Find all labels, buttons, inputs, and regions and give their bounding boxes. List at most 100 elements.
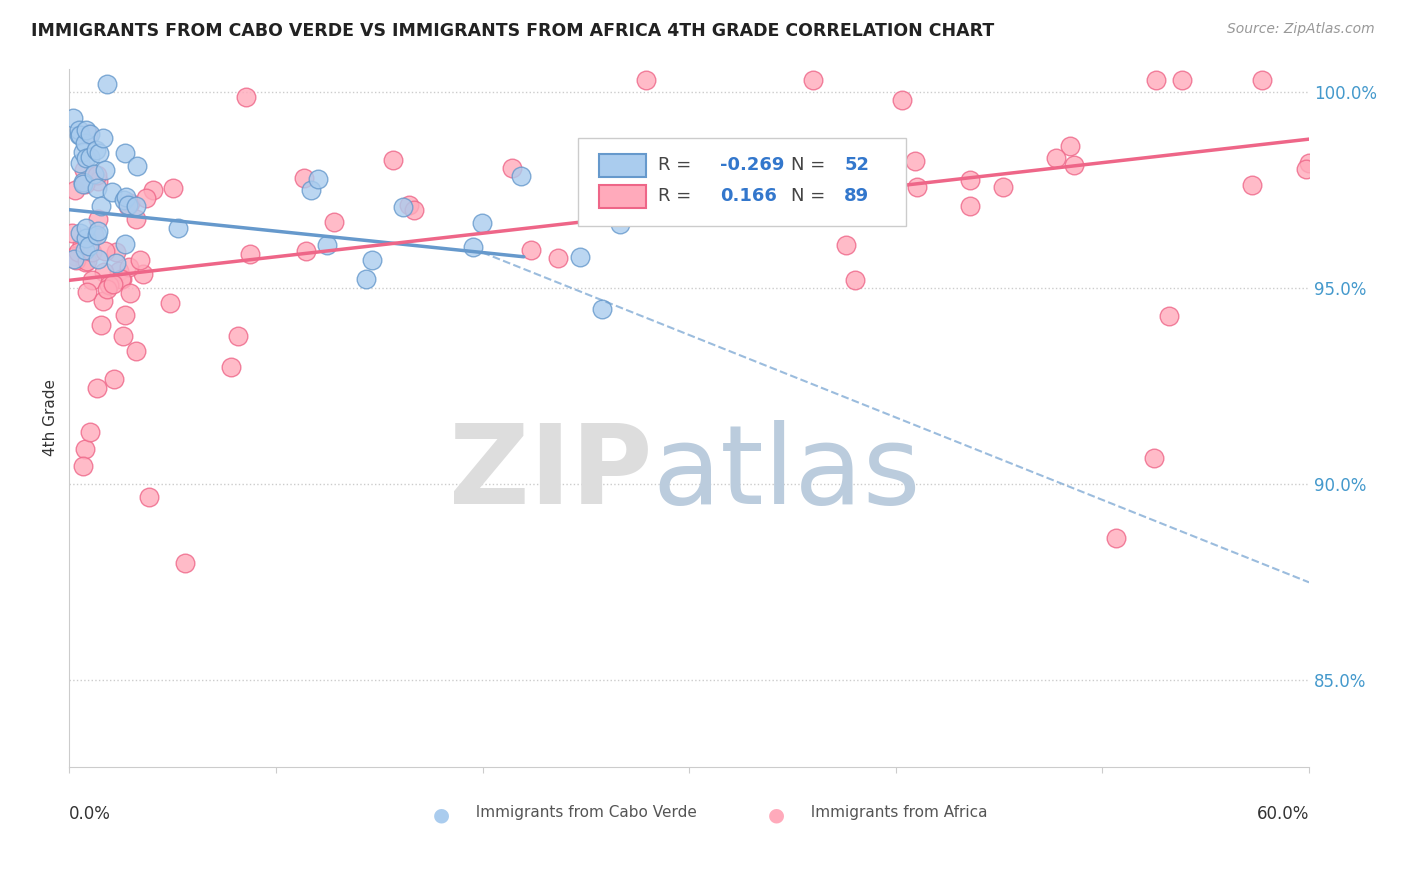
Text: R =: R = (658, 187, 692, 205)
Point (803, 73, 825, 87)
Point (97, 278, 120, 293)
Text: Immigrants from Africa: Immigrants from Africa (801, 805, 987, 820)
Point (86, 168, 108, 182)
Point (323, 215, 346, 229)
Point (307, 171, 329, 186)
Bar (599, 153, 645, 177)
Point (72, 174, 94, 188)
Text: IMMIGRANTS FROM CABO VERDE VS IMMIGRANTS FROM AFRICA 4TH GRADE CORRELATION CHART: IMMIGRANTS FROM CABO VERDE VS IMMIGRANTS… (31, 22, 994, 40)
Point (101, 186, 124, 200)
Point (86, 174, 108, 188)
Point (1144, 73, 1167, 87)
Point (75, 243, 97, 257)
Point (103, 372, 125, 386)
Point (103, 277, 125, 291)
Point (634, 73, 657, 87)
Point (83, 227, 105, 242)
Point (87, 212, 110, 227)
Point (86, 252, 108, 266)
Point (111, 328, 134, 343)
Point (461, 240, 484, 254)
Point (117, 198, 139, 212)
Point (959, 173, 981, 187)
Point (959, 199, 981, 213)
Point (75, 123, 97, 137)
Point (79, 150, 101, 164)
Point (84, 143, 107, 157)
Point (118, 260, 141, 274)
Point (87, 146, 110, 161)
Point (83, 167, 105, 181)
Point (73, 255, 96, 269)
Point (138, 490, 160, 504)
Point (93, 265, 115, 279)
Point (835, 238, 858, 252)
Point (510, 169, 533, 183)
Point (76, 253, 98, 268)
Point (471, 216, 494, 230)
Point (239, 247, 262, 261)
Point (125, 343, 148, 358)
Point (1059, 138, 1081, 153)
Point (1240, 178, 1263, 192)
Point (69, 155, 91, 169)
Point (891, 93, 914, 107)
FancyBboxPatch shape (578, 138, 905, 226)
Point (520, 243, 543, 257)
Point (69, 128, 91, 142)
Point (382, 153, 405, 168)
Point (77, 239, 100, 253)
Text: 0.166: 0.166 (720, 187, 778, 205)
Point (79, 127, 101, 141)
Point (115, 190, 138, 204)
Point (69, 226, 91, 240)
Point (1159, 310, 1181, 324)
Point (903, 153, 925, 168)
Text: ZIP: ZIP (449, 420, 652, 527)
Text: 60.0%: 60.0% (1257, 805, 1309, 823)
Point (114, 308, 136, 322)
Point (62, 111, 84, 125)
Point (120, 196, 142, 211)
Point (501, 161, 523, 175)
Point (104, 256, 127, 270)
Text: ●: ● (433, 805, 450, 824)
Point (844, 273, 866, 287)
Point (114, 145, 136, 160)
Point (111, 272, 134, 286)
Point (294, 244, 316, 259)
Point (591, 302, 613, 317)
Point (67, 128, 90, 143)
Text: N =: N = (790, 156, 825, 174)
Point (65, 253, 87, 268)
Point (221, 360, 243, 375)
Point (75, 151, 97, 165)
Point (167, 221, 190, 235)
Point (1298, 156, 1320, 170)
Text: 52: 52 (844, 156, 869, 174)
Point (162, 181, 184, 195)
Point (547, 252, 569, 266)
Text: atlas: atlas (652, 420, 921, 527)
Point (801, 204, 824, 219)
Point (86, 180, 108, 194)
Point (682, 177, 704, 191)
Point (72, 145, 94, 160)
Text: 89: 89 (844, 187, 869, 205)
Point (73, 442, 96, 457)
Point (125, 211, 148, 226)
Point (65, 250, 87, 264)
Point (86, 228, 108, 243)
Point (63, 252, 86, 266)
Text: R =: R = (658, 156, 692, 174)
Point (993, 180, 1015, 194)
Point (1250, 73, 1272, 87)
Point (110, 272, 132, 286)
Point (1143, 451, 1166, 466)
Point (354, 271, 377, 285)
Point (79, 425, 101, 440)
Point (94, 244, 117, 258)
Point (135, 191, 157, 205)
Point (82, 244, 104, 259)
Point (63, 183, 86, 197)
